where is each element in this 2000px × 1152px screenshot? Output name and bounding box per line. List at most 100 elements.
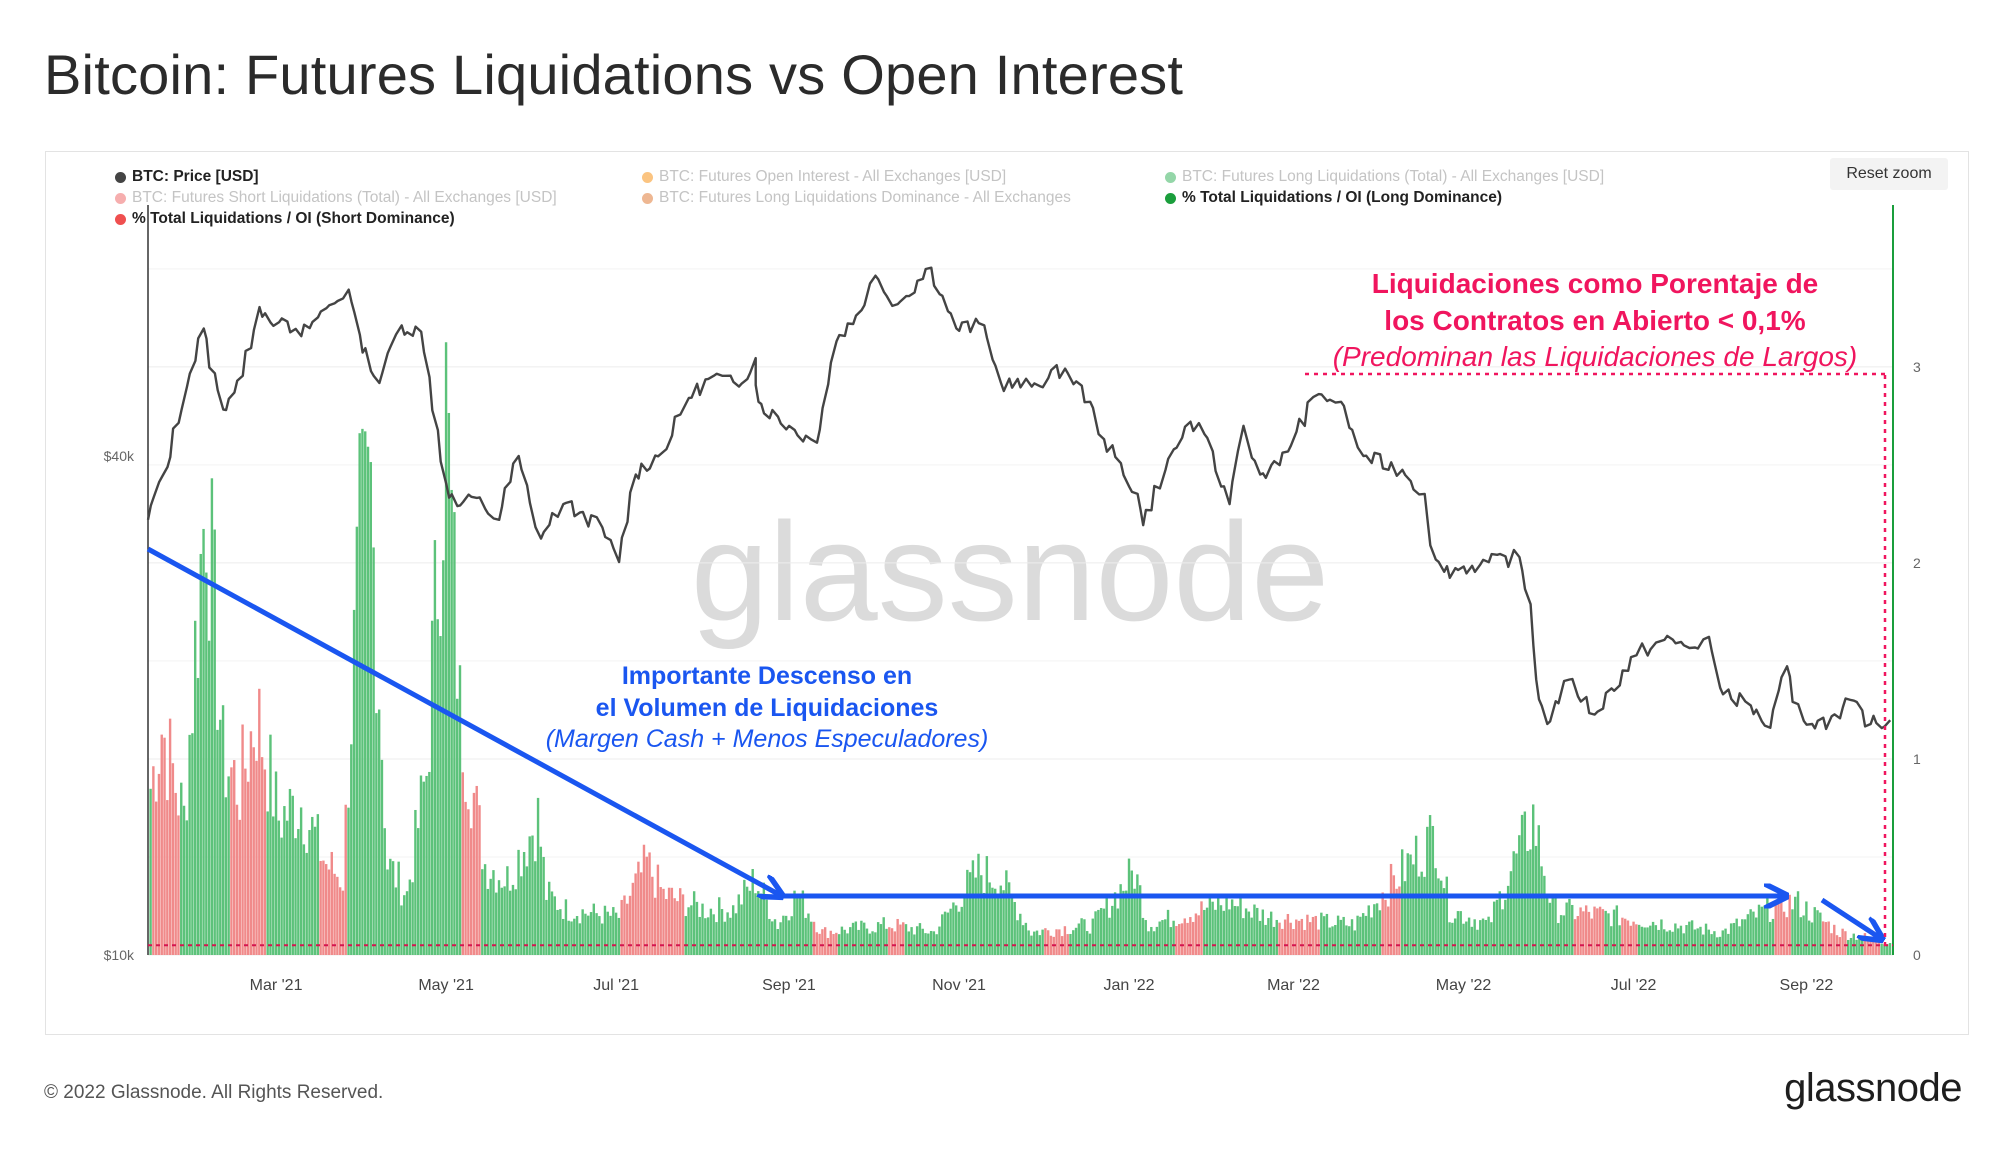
legend-item[interactable]: % Total Liquidations / OI (Long Dominanc… [1165,189,1502,207]
long-dominance-bar [277,820,281,955]
reset-zoom-button[interactable]: Reset zoom [1830,158,1948,190]
long-dominance-bar [885,928,888,955]
long-dominance-bar [1244,908,1248,955]
long-dominance-bar [807,913,810,955]
short-dominance-bar [230,767,233,955]
long-dominance-bar [1545,893,1549,955]
long-dominance-bar [1766,896,1769,955]
legend-item[interactable]: BTC: Futures Long Liquidations Dominance… [642,189,1071,207]
long-dominance-bar [1554,897,1557,955]
short-dominance-bar [260,757,264,955]
long-dominance-bar [692,891,696,955]
long-dominance-bar [768,918,771,955]
legend-item[interactable]: BTC: Futures Short Liquidations (Total) … [115,189,557,207]
long-dominance-bar [1099,907,1103,955]
long-dominance-bar [1858,938,1861,955]
legend-item[interactable]: BTC: Price [USD] [115,168,259,186]
long-dominance-bar [149,788,152,955]
long-dominance-bar [740,904,743,955]
long-dominance-bar [559,909,562,955]
long-dominance-bar [1364,915,1368,955]
short-dominance-bar [1573,919,1577,955]
long-dominance-bar [1119,884,1122,955]
long-dominance-bar [1640,926,1644,955]
long-dominance-bar [913,934,916,955]
long-dominance-bar [701,903,704,955]
short-dominance-bar [1311,916,1315,955]
long-dominance-bar [1258,920,1262,955]
short-dominance-bar [1058,929,1061,955]
price-line [146,266,1892,731]
short-dominance-bar [1874,940,1878,955]
legend-item[interactable]: BTC: Futures Open Interest - All Exchang… [642,168,1006,186]
short-dominance-bar [177,815,180,955]
long-dominance-bar [313,826,317,955]
x-axis-tick-label: Nov '21 [932,977,986,994]
long-dominance-bar [843,929,846,955]
legend-label: BTC: Futures Open Interest - All Exchang… [659,168,1007,185]
long-dominance-bar [980,875,983,955]
long-dominance-bar [1113,892,1117,955]
x-axis-tick-label: Mar '21 [250,977,303,994]
short-dominance-bar [1395,888,1398,955]
long-dominance-bar [1412,864,1415,955]
x-axis-tick-label: Jan '22 [1103,977,1154,994]
long-dominance-bar [1211,901,1214,955]
long-dominance-bar [1205,907,1209,955]
long-dominance-bar [1253,904,1256,955]
long-dominance-bar [874,932,877,955]
long-dominance-bar [1565,902,1568,955]
long-dominance-bar [1532,804,1535,955]
short-dominance-bar [152,766,155,955]
long-dominance-bar [1164,919,1167,955]
long-dominance-bar [1743,919,1747,955]
long-dominance-bar [1233,906,1237,955]
long-dominance-bar [876,922,880,955]
long-dominance-bar [1080,918,1083,955]
blue-annotation-line: el Volumen de Liquidaciones [596,694,939,722]
long-dominance-bar [1370,917,1373,955]
short-dominance-bar [620,899,623,955]
long-dominance-bar [450,489,453,955]
long-dominance-bar [1403,881,1407,955]
short-dominance-bar [1389,863,1393,955]
long-dominance-bar [910,927,913,955]
long-dominance-bar [408,879,412,955]
long-dominance-bar [1359,916,1362,955]
short-dominance-bar [263,769,267,955]
long-dominance-bar [690,905,693,955]
short-dominance-bar [1286,913,1290,955]
long-dominance-bar [1674,923,1677,955]
long-dominance-bar [1339,919,1343,955]
long-dominance-bar [1102,908,1106,955]
short-dominance-bar [823,927,827,955]
long-dominance-bar [1127,858,1131,955]
short-dominance-bar [1177,924,1181,955]
long-dominance-bar [1158,921,1161,955]
long-dominance-bar [996,898,1000,955]
long-dominance-bar [1019,913,1022,955]
short-dominance-bar [1046,930,1050,955]
long-dominance-bar [1217,897,1220,955]
short-dominance-bar [1049,935,1053,955]
long-dominance-bar [1074,927,1078,955]
legend-item[interactable]: BTC: Futures Long Liquidations (Total) -… [1165,168,1604,186]
long-dominance-bar [598,916,601,955]
short-dominance-bar [244,768,247,955]
long-dominance-bar [1752,911,1755,955]
long-dominance-bar [718,897,721,955]
short-dominance-bar [826,937,830,955]
long-dominance-bar [684,916,687,955]
long-dominance-bar [1417,876,1421,955]
long-dominance-bar [584,913,587,955]
long-dominance-bar [545,899,548,955]
short-dominance-bar [333,873,336,955]
long-dominance-bar [570,921,573,955]
long-dominance-bar [442,560,445,955]
long-dominance-bar [1350,919,1354,955]
legend-dot-icon [1165,171,1176,183]
short-dominance-bar [1314,915,1317,955]
long-dominance-bar [1548,902,1552,955]
legend-item[interactable]: % Total Liquidations / OI (Short Dominan… [115,210,455,228]
